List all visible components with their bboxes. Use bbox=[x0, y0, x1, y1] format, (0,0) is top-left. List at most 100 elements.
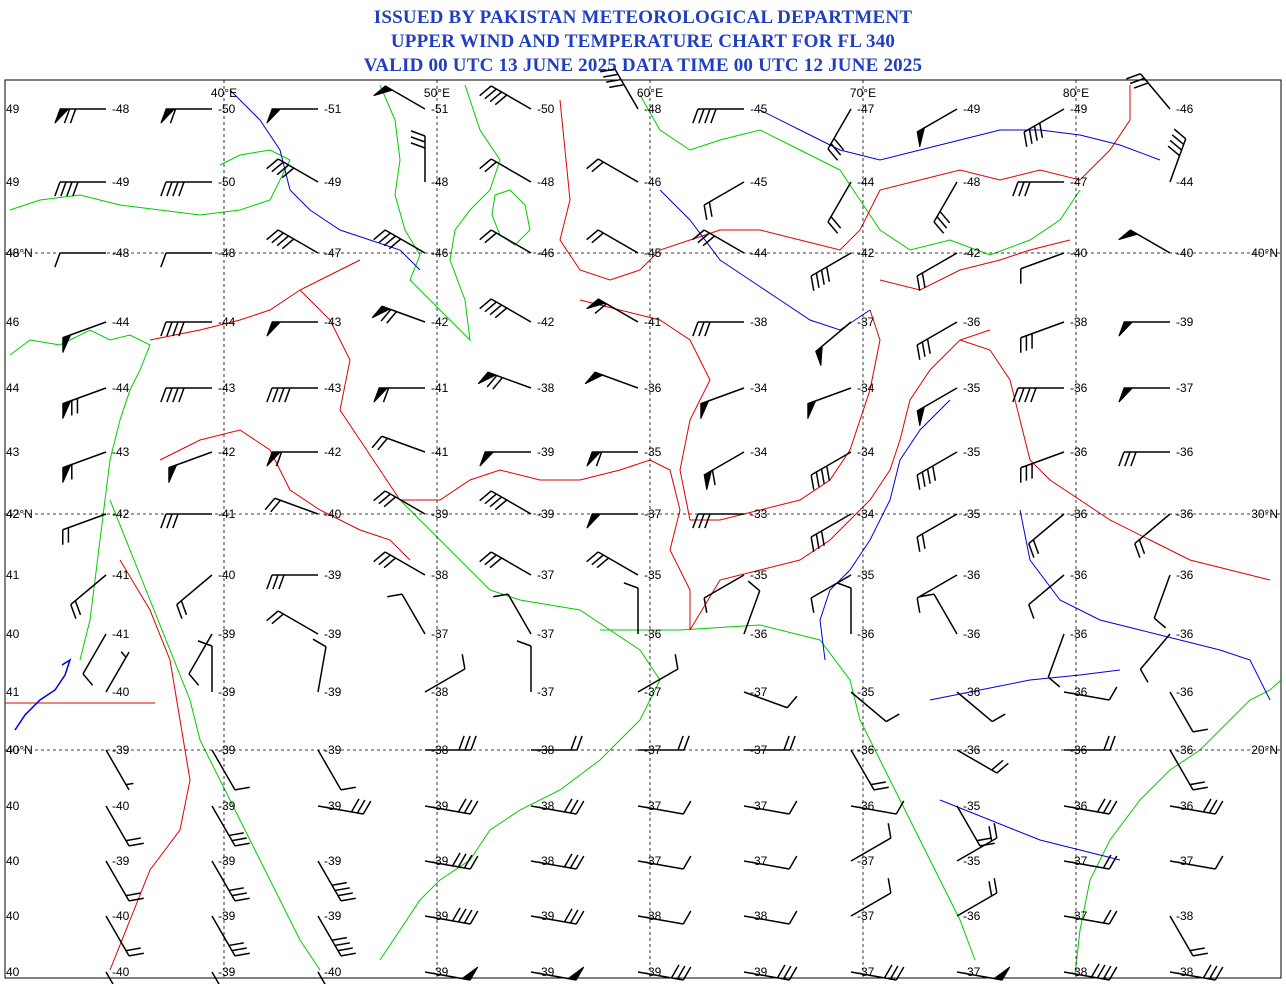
temperature-value: -45 bbox=[644, 246, 662, 260]
temperature-value: -34 bbox=[750, 445, 768, 459]
wind-barb bbox=[810, 574, 852, 613]
wind-barb bbox=[160, 108, 212, 124]
temperature-value: 41 bbox=[6, 685, 20, 699]
temperature-value: -37 bbox=[857, 854, 875, 868]
wind-barb bbox=[1118, 321, 1170, 337]
wind-barb bbox=[703, 181, 745, 220]
temperature-value: -35 bbox=[963, 799, 981, 813]
temperature-value: -38 bbox=[750, 315, 768, 329]
temperature-value: -46 bbox=[644, 175, 662, 189]
temperature-value: -46 bbox=[537, 246, 555, 260]
wind-barb bbox=[810, 451, 852, 490]
temperature-value: -37 bbox=[537, 627, 555, 641]
temperature-value: 48 bbox=[6, 246, 20, 260]
wind-barb bbox=[197, 640, 213, 692]
wind-barb bbox=[743, 855, 798, 870]
temperature-value: -37 bbox=[644, 854, 662, 868]
temperature-value: -40 bbox=[112, 965, 130, 979]
wind-barb bbox=[424, 798, 479, 815]
temperature-value: -49 bbox=[963, 102, 981, 116]
wind-barb bbox=[743, 910, 798, 925]
wind-barb bbox=[850, 823, 892, 862]
temperature-value: -36 bbox=[1176, 627, 1194, 641]
temperature-value: -36 bbox=[963, 315, 981, 329]
temperature-value: -38 bbox=[537, 381, 555, 395]
temperature-value: 49 bbox=[6, 175, 20, 189]
border-turkey-syria bbox=[149, 259, 361, 341]
wind-barb bbox=[176, 574, 213, 619]
temperature-value: -36 bbox=[1176, 685, 1194, 699]
wind-barb bbox=[373, 387, 425, 403]
temperature-value: -39 bbox=[218, 743, 236, 757]
temperature-value: 43 bbox=[6, 445, 20, 459]
wind-barb bbox=[1028, 513, 1065, 558]
temperature-value: -39 bbox=[324, 627, 342, 641]
temperature-value: -35 bbox=[750, 568, 768, 582]
wind-barb bbox=[1012, 387, 1064, 403]
temperature-value: -37 bbox=[644, 685, 662, 699]
wind-barb bbox=[850, 878, 892, 917]
temperature-value: -39 bbox=[218, 965, 236, 979]
coastline-arabian-west bbox=[109, 499, 321, 971]
wind-barb bbox=[850, 749, 889, 791]
wind-barb bbox=[105, 971, 114, 984]
temperature-value: -38 bbox=[1070, 315, 1088, 329]
temperature-value: -36 bbox=[857, 627, 875, 641]
temperature-value: -48 bbox=[431, 175, 449, 189]
temperature-value: -36 bbox=[1176, 743, 1194, 757]
temperature-value: -47 bbox=[324, 246, 342, 260]
temperature-value: -36 bbox=[1070, 445, 1088, 459]
wind-barb bbox=[266, 610, 319, 635]
wind-barb bbox=[1063, 963, 1118, 981]
temperature-value: -43 bbox=[324, 381, 342, 395]
temperature-value: -40 bbox=[112, 685, 130, 699]
temperature-value: 40 bbox=[6, 909, 20, 923]
wind-barb bbox=[638, 735, 690, 751]
river-syr-darya bbox=[759, 109, 1161, 161]
wind-barb bbox=[317, 749, 356, 791]
temperature-value: -39 bbox=[324, 743, 342, 757]
wind-barb bbox=[317, 971, 326, 984]
temperature-value: -39 bbox=[537, 965, 555, 979]
temperature-value: -37 bbox=[431, 627, 449, 641]
temperature-value: -34 bbox=[857, 507, 875, 521]
temperature-value: -36 bbox=[644, 627, 662, 641]
coastline-mediterranean bbox=[9, 329, 151, 661]
temperature-value: -39 bbox=[431, 507, 449, 521]
temperature-value: -47 bbox=[1070, 175, 1088, 189]
temperature-value: -50 bbox=[537, 102, 555, 116]
wind-barb bbox=[168, 451, 213, 483]
wind-barb bbox=[933, 181, 958, 234]
temperature-value: -36 bbox=[644, 381, 662, 395]
temperature-value: -39 bbox=[750, 965, 768, 979]
temperature-value: -39 bbox=[324, 799, 342, 813]
wind-barb bbox=[836, 582, 852, 634]
wind-barb bbox=[827, 108, 852, 161]
validity-title: VALID 00 UTC 13 JUNE 2025 DATA TIME 00 U… bbox=[363, 55, 923, 76]
temperature-value: -39 bbox=[537, 909, 555, 923]
wind-barb bbox=[211, 860, 250, 902]
river-amu-darya bbox=[659, 189, 871, 331]
wind-barb bbox=[956, 966, 1011, 981]
wind-barb bbox=[810, 252, 852, 291]
temperature-value: -36 bbox=[1176, 568, 1194, 582]
temperature-value: -45 bbox=[750, 175, 768, 189]
wind-barb bbox=[692, 229, 745, 254]
wind-barb bbox=[600, 68, 639, 110]
wind-barb bbox=[54, 108, 106, 124]
wind-barb bbox=[424, 852, 479, 870]
wind-barb bbox=[584, 371, 639, 389]
temperature-value: -42 bbox=[324, 445, 342, 459]
temperature-value: 44 bbox=[6, 381, 20, 395]
wind-barb bbox=[743, 800, 798, 815]
temperature-value: -42 bbox=[857, 246, 875, 260]
temperature-value: -36 bbox=[1070, 799, 1088, 813]
temperature-value: -39 bbox=[112, 743, 130, 757]
wind-barb bbox=[317, 915, 356, 957]
temperature-value: -51 bbox=[431, 102, 449, 116]
temperature-value: -49 bbox=[1070, 102, 1088, 116]
wind-barb bbox=[266, 387, 318, 403]
wind-barb bbox=[586, 513, 638, 529]
temperature-value: -37 bbox=[1176, 381, 1194, 395]
temperature-value: -35 bbox=[963, 854, 981, 868]
